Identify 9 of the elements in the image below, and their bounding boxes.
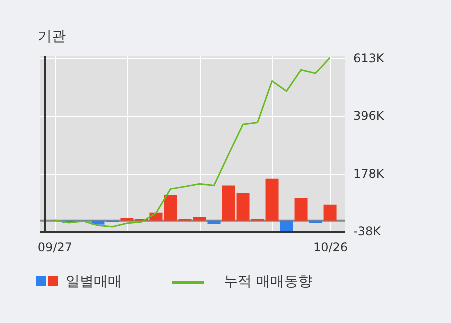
legend-label: 일별매매 [66,274,122,290]
y-tick-label: 396K [354,109,386,124]
chart-title: 기관 [38,28,66,46]
x-tick-label: 10/26 [313,240,348,254]
y-tick-label: 613K [354,51,386,66]
y-tick-label: -38K [354,224,382,238]
y-tick-label: 178K [354,167,386,182]
legend-label: 누적 매매동향 [224,274,312,290]
x-tick-label: 09/27 [38,240,73,254]
